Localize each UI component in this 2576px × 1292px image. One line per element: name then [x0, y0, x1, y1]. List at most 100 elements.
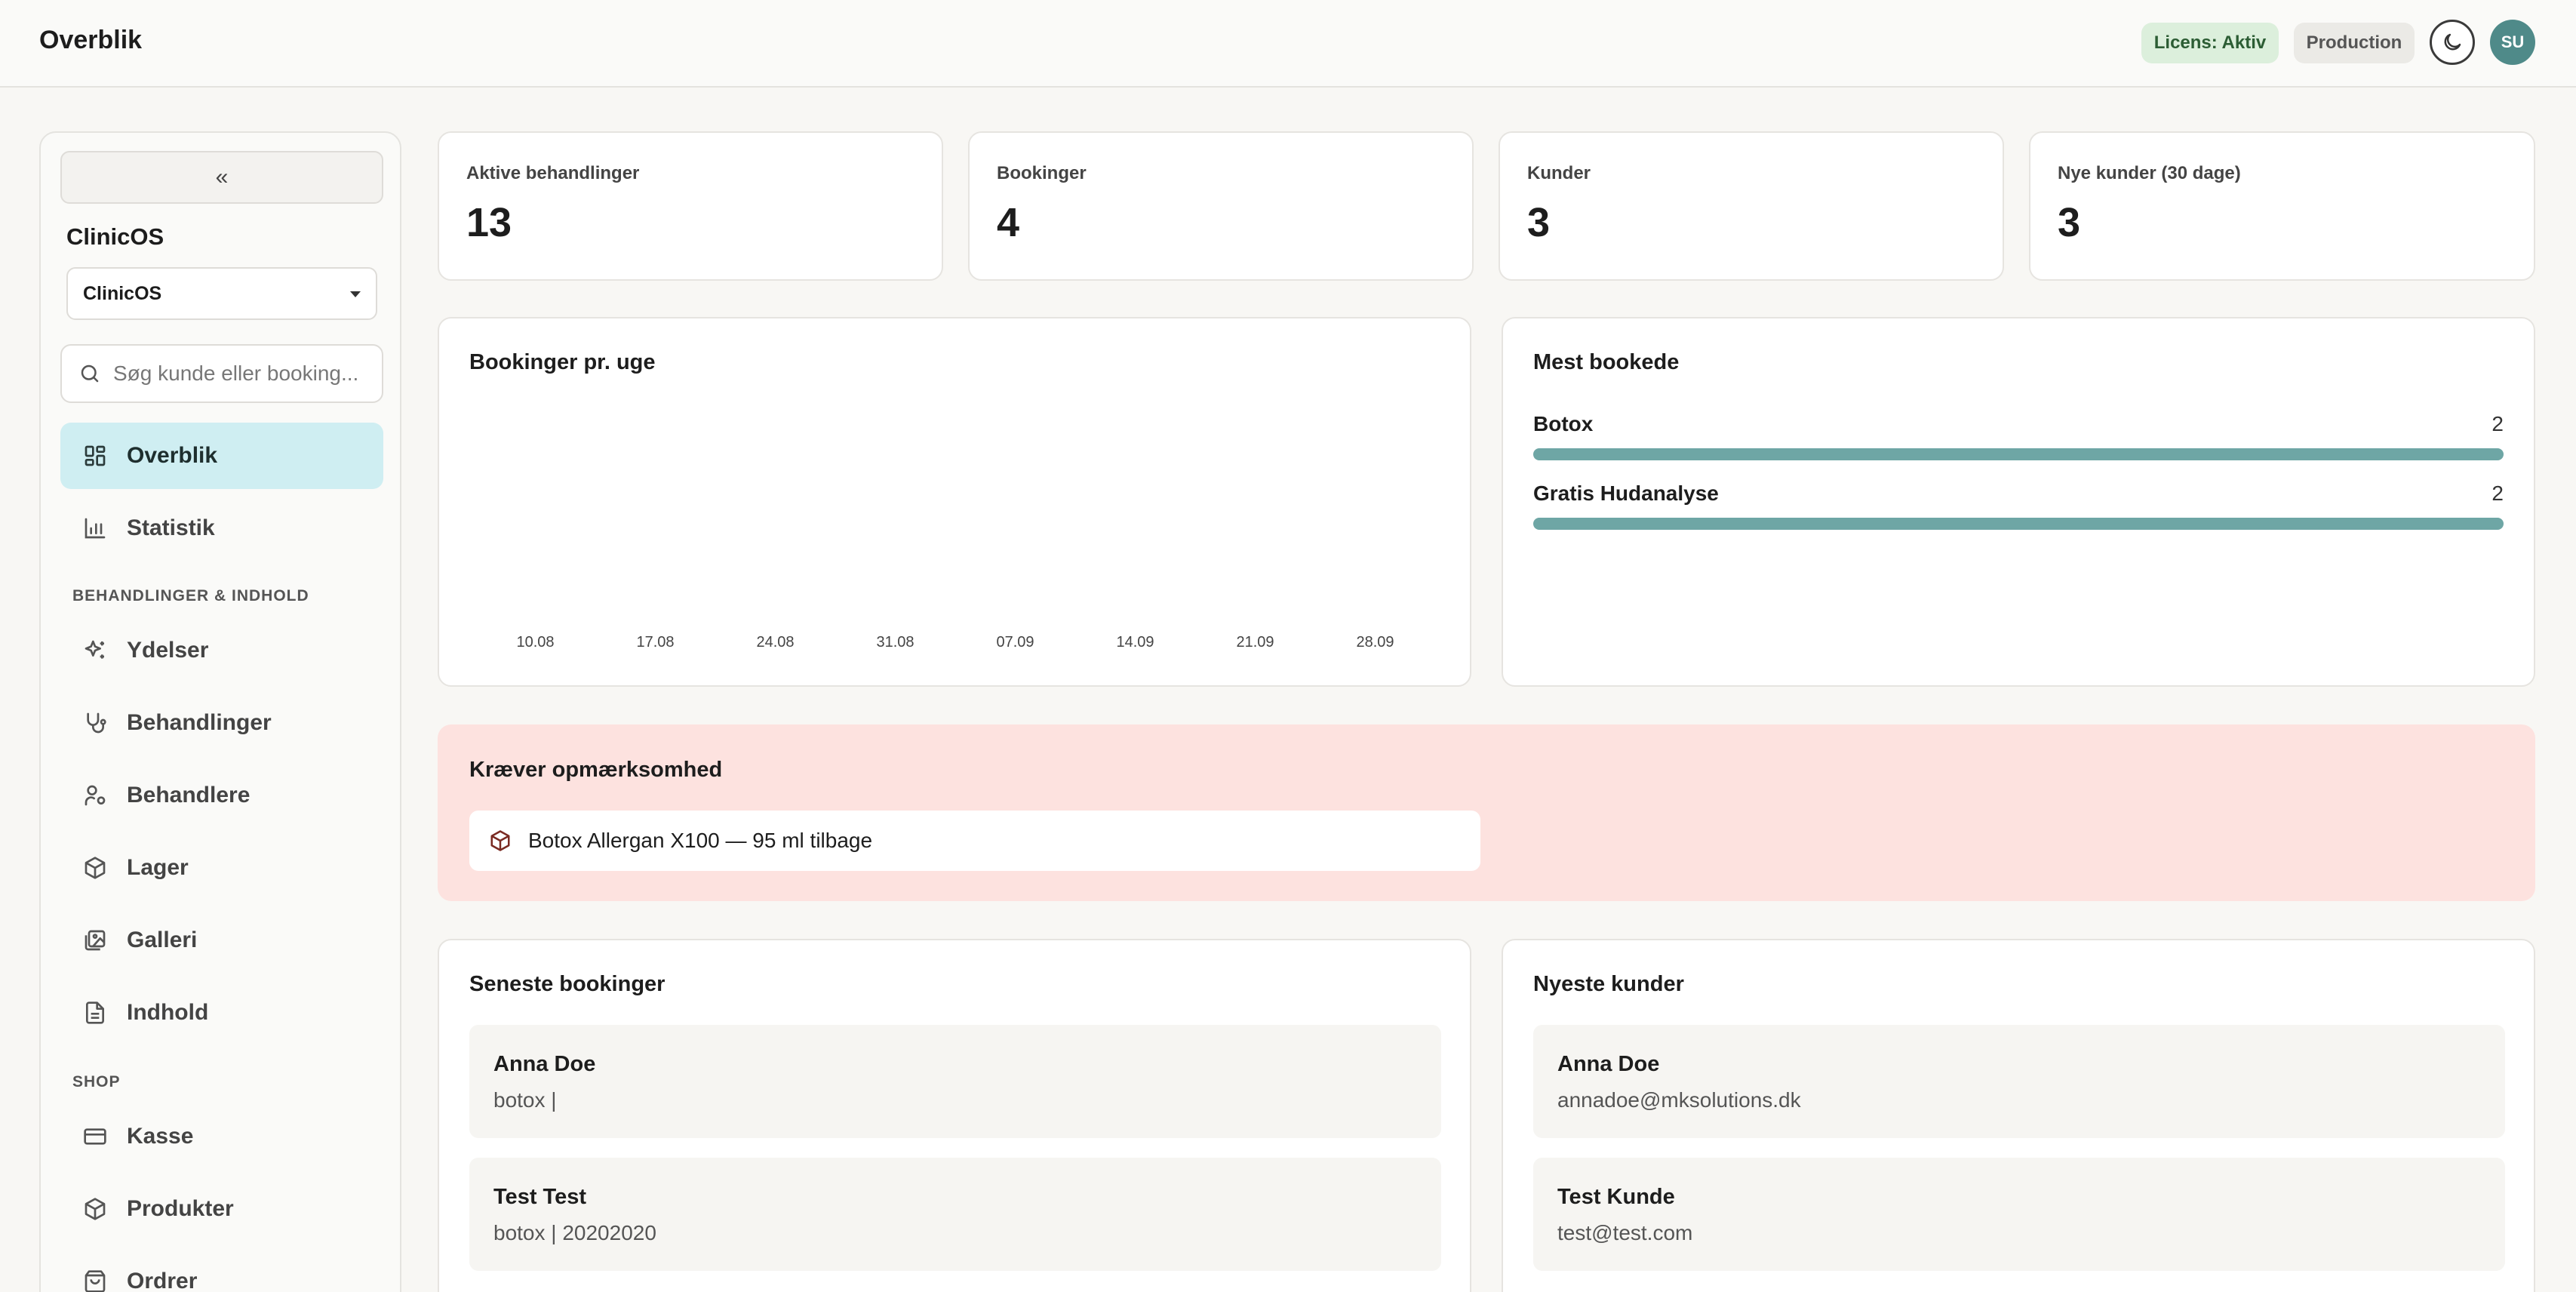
sidebar-item-lager[interactable]: Lager	[60, 835, 383, 901]
sidebar-item-behandlere[interactable]: Behandlere	[60, 762, 383, 829]
most-booked-title: Mest bookede	[1533, 350, 1680, 374]
progress-fill	[1533, 448, 2504, 460]
sidebar-item-label: Lager	[127, 855, 189, 880]
newest-customers-card: Nyeste kunder Anna Doe annadoe@mksolutio…	[1502, 939, 2535, 1292]
attention-panel: Kræver opmærksomhed Botox Allergan X100 …	[438, 724, 2535, 901]
dashboard-icon	[85, 445, 106, 466]
list-item[interactable]: Anna Doe annadoe@mksolutions.dk	[1533, 1025, 2505, 1138]
list-item[interactable]: Test Test botox | 20202020	[469, 1158, 1441, 1271]
sidebar-item-statistik[interactable]: Statistik	[60, 495, 383, 561]
bookings-chart-card: Bookinger pr. uge 10.08 17.08 24.08 31.08 07…	[438, 317, 1471, 687]
customer-email: test@test.com	[1557, 1221, 1693, 1244]
moon-icon	[2444, 33, 2461, 51]
x-tick-label: 10.08	[516, 634, 555, 651]
sidebar-item-ordrer[interactable]: Ordrer	[60, 1248, 383, 1292]
attention-item-text: Botox Allergan X100 — 95 ml tilbage	[528, 829, 873, 852]
stat-card-bookings: Bookinger 4	[968, 131, 1474, 281]
search-input[interactable]	[113, 361, 370, 386]
list-item[interactable]: Anna Doe botox |	[469, 1025, 1441, 1138]
page-title: Overblik	[39, 26, 143, 54]
stat-label: Kunder	[1527, 163, 1591, 183]
stat-value: 13	[466, 200, 512, 245]
sidebar: « ClinicOS ClinicOS Overblik Statistik B…	[39, 131, 401, 1292]
sidebar-item-behandlinger[interactable]: Behandlinger	[60, 690, 383, 756]
chart-title: Bookinger pr. uge	[469, 350, 656, 374]
stat-value: 3	[2058, 200, 2081, 245]
most-booked-card: Mest bookede Botox 2 Gratis Hudanalyse 2	[1502, 317, 2535, 687]
treatment-name: Botox	[1533, 412, 1594, 435]
stethoscope-icon	[87, 712, 106, 734]
gallery-icon	[85, 930, 106, 951]
customer-name: Test Kunde	[1557, 1185, 1675, 1209]
x-tick-label: 14.09	[1116, 634, 1154, 651]
collapse-sidebar-button[interactable]: «	[60, 151, 383, 204]
user-cog-icon	[85, 785, 106, 806]
environment-badge: Production	[2294, 23, 2415, 63]
document-icon	[86, 1001, 104, 1024]
sidebar-item-label: Ydelser	[127, 638, 209, 663]
stat-value: 4	[997, 200, 1020, 245]
sidebar-item-galleri[interactable]: Galleri	[60, 907, 383, 974]
shopping-bag-icon	[85, 1270, 106, 1292]
booking-detail: botox | 20202020	[493, 1221, 656, 1244]
stat-value: 3	[1527, 200, 1551, 245]
sidebar-item-kasse[interactable]: Kasse	[60, 1103, 383, 1170]
chevrons-left-icon: «	[215, 165, 229, 189]
attention-item[interactable]: Botox Allergan X100 — 95 ml tilbage	[469, 811, 1480, 871]
newest-customers-title: Nyeste kunder	[1533, 972, 1684, 996]
sidebar-item-label: Kasse	[127, 1124, 194, 1149]
x-tick-label: 31.08	[876, 634, 915, 651]
stat-card-customers: Kunder 3	[1499, 131, 2004, 281]
search-icon	[81, 365, 99, 383]
credit-card-icon	[84, 1128, 106, 1145]
progress-fill	[1533, 518, 2504, 530]
brand-name: ClinicOS	[66, 223, 164, 250]
sidebar-item-label: Produkter	[127, 1196, 234, 1221]
x-tick-label: 21.09	[1236, 634, 1274, 651]
clinic-select-value: ClinicOS	[83, 282, 162, 304]
section-label-shop: SHOP	[72, 1073, 121, 1091]
sidebar-item-label: Ordrer	[127, 1269, 198, 1292]
search-box	[60, 344, 383, 403]
treatment-count: 2	[2491, 481, 2504, 505]
package-icon	[85, 1198, 106, 1220]
sidebar-item-label: Behandlinger	[127, 710, 272, 735]
sidebar-item-label: Overblik	[127, 443, 218, 468]
x-tick-label: 28.09	[1356, 634, 1394, 651]
progress-track	[1533, 518, 2504, 530]
treatment-name: Gratis Hudanalyse	[1533, 481, 1719, 505]
theme-toggle-button[interactable]	[2430, 20, 2475, 65]
sidebar-item-ydelser[interactable]: Ydelser	[60, 617, 383, 684]
customer-email: annadoe@mksolutions.dk	[1557, 1088, 1801, 1112]
recent-bookings-card: Seneste bookinger Anna Doe botox | Test …	[438, 939, 1471, 1292]
stat-label: Nye kunder (30 dage)	[2058, 163, 2241, 183]
progress-track	[1533, 448, 2504, 460]
caret-down-icon	[350, 291, 361, 297]
treatment-count: 2	[2491, 412, 2504, 435]
sidebar-item-label: Behandlere	[127, 783, 251, 807]
stat-card-active-treatments: Aktive behandlinger 13	[438, 131, 943, 281]
x-tick-label: 24.08	[756, 634, 795, 651]
booking-detail: botox |	[493, 1088, 557, 1112]
package-icon	[490, 830, 510, 851]
clinic-select[interactable]: ClinicOS	[66, 267, 377, 320]
stat-label: Aktive behandlinger	[466, 163, 640, 183]
x-tick-label: 17.08	[636, 634, 675, 651]
booking-customer-name: Anna Doe	[493, 1052, 596, 1076]
attention-title: Kræver opmærksomhed	[469, 758, 723, 782]
sparkles-icon	[85, 640, 104, 659]
list-item[interactable]: Test Kunde test@test.com	[1533, 1158, 2505, 1271]
recent-bookings-title: Seneste bookinger	[469, 972, 666, 996]
bar-chart-icon	[85, 518, 106, 539]
avatar[interactable]: SU	[2490, 20, 2535, 65]
sidebar-item-label: Galleri	[127, 927, 198, 952]
x-tick-label: 07.09	[996, 634, 1034, 651]
sidebar-item-indhold[interactable]: Indhold	[60, 980, 383, 1046]
top-bar: Overblik Licens: Aktiv Production SU	[0, 0, 2576, 88]
booking-customer-name: Test Test	[493, 1185, 587, 1209]
stat-label: Bookinger	[997, 163, 1087, 183]
sidebar-item-overblik[interactable]: Overblik	[60, 423, 383, 489]
sidebar-item-produkter[interactable]: Produkter	[60, 1176, 383, 1242]
section-label-treatments: BEHANDLINGER & INDHOLD	[72, 587, 309, 604]
customer-name: Anna Doe	[1557, 1052, 1660, 1076]
